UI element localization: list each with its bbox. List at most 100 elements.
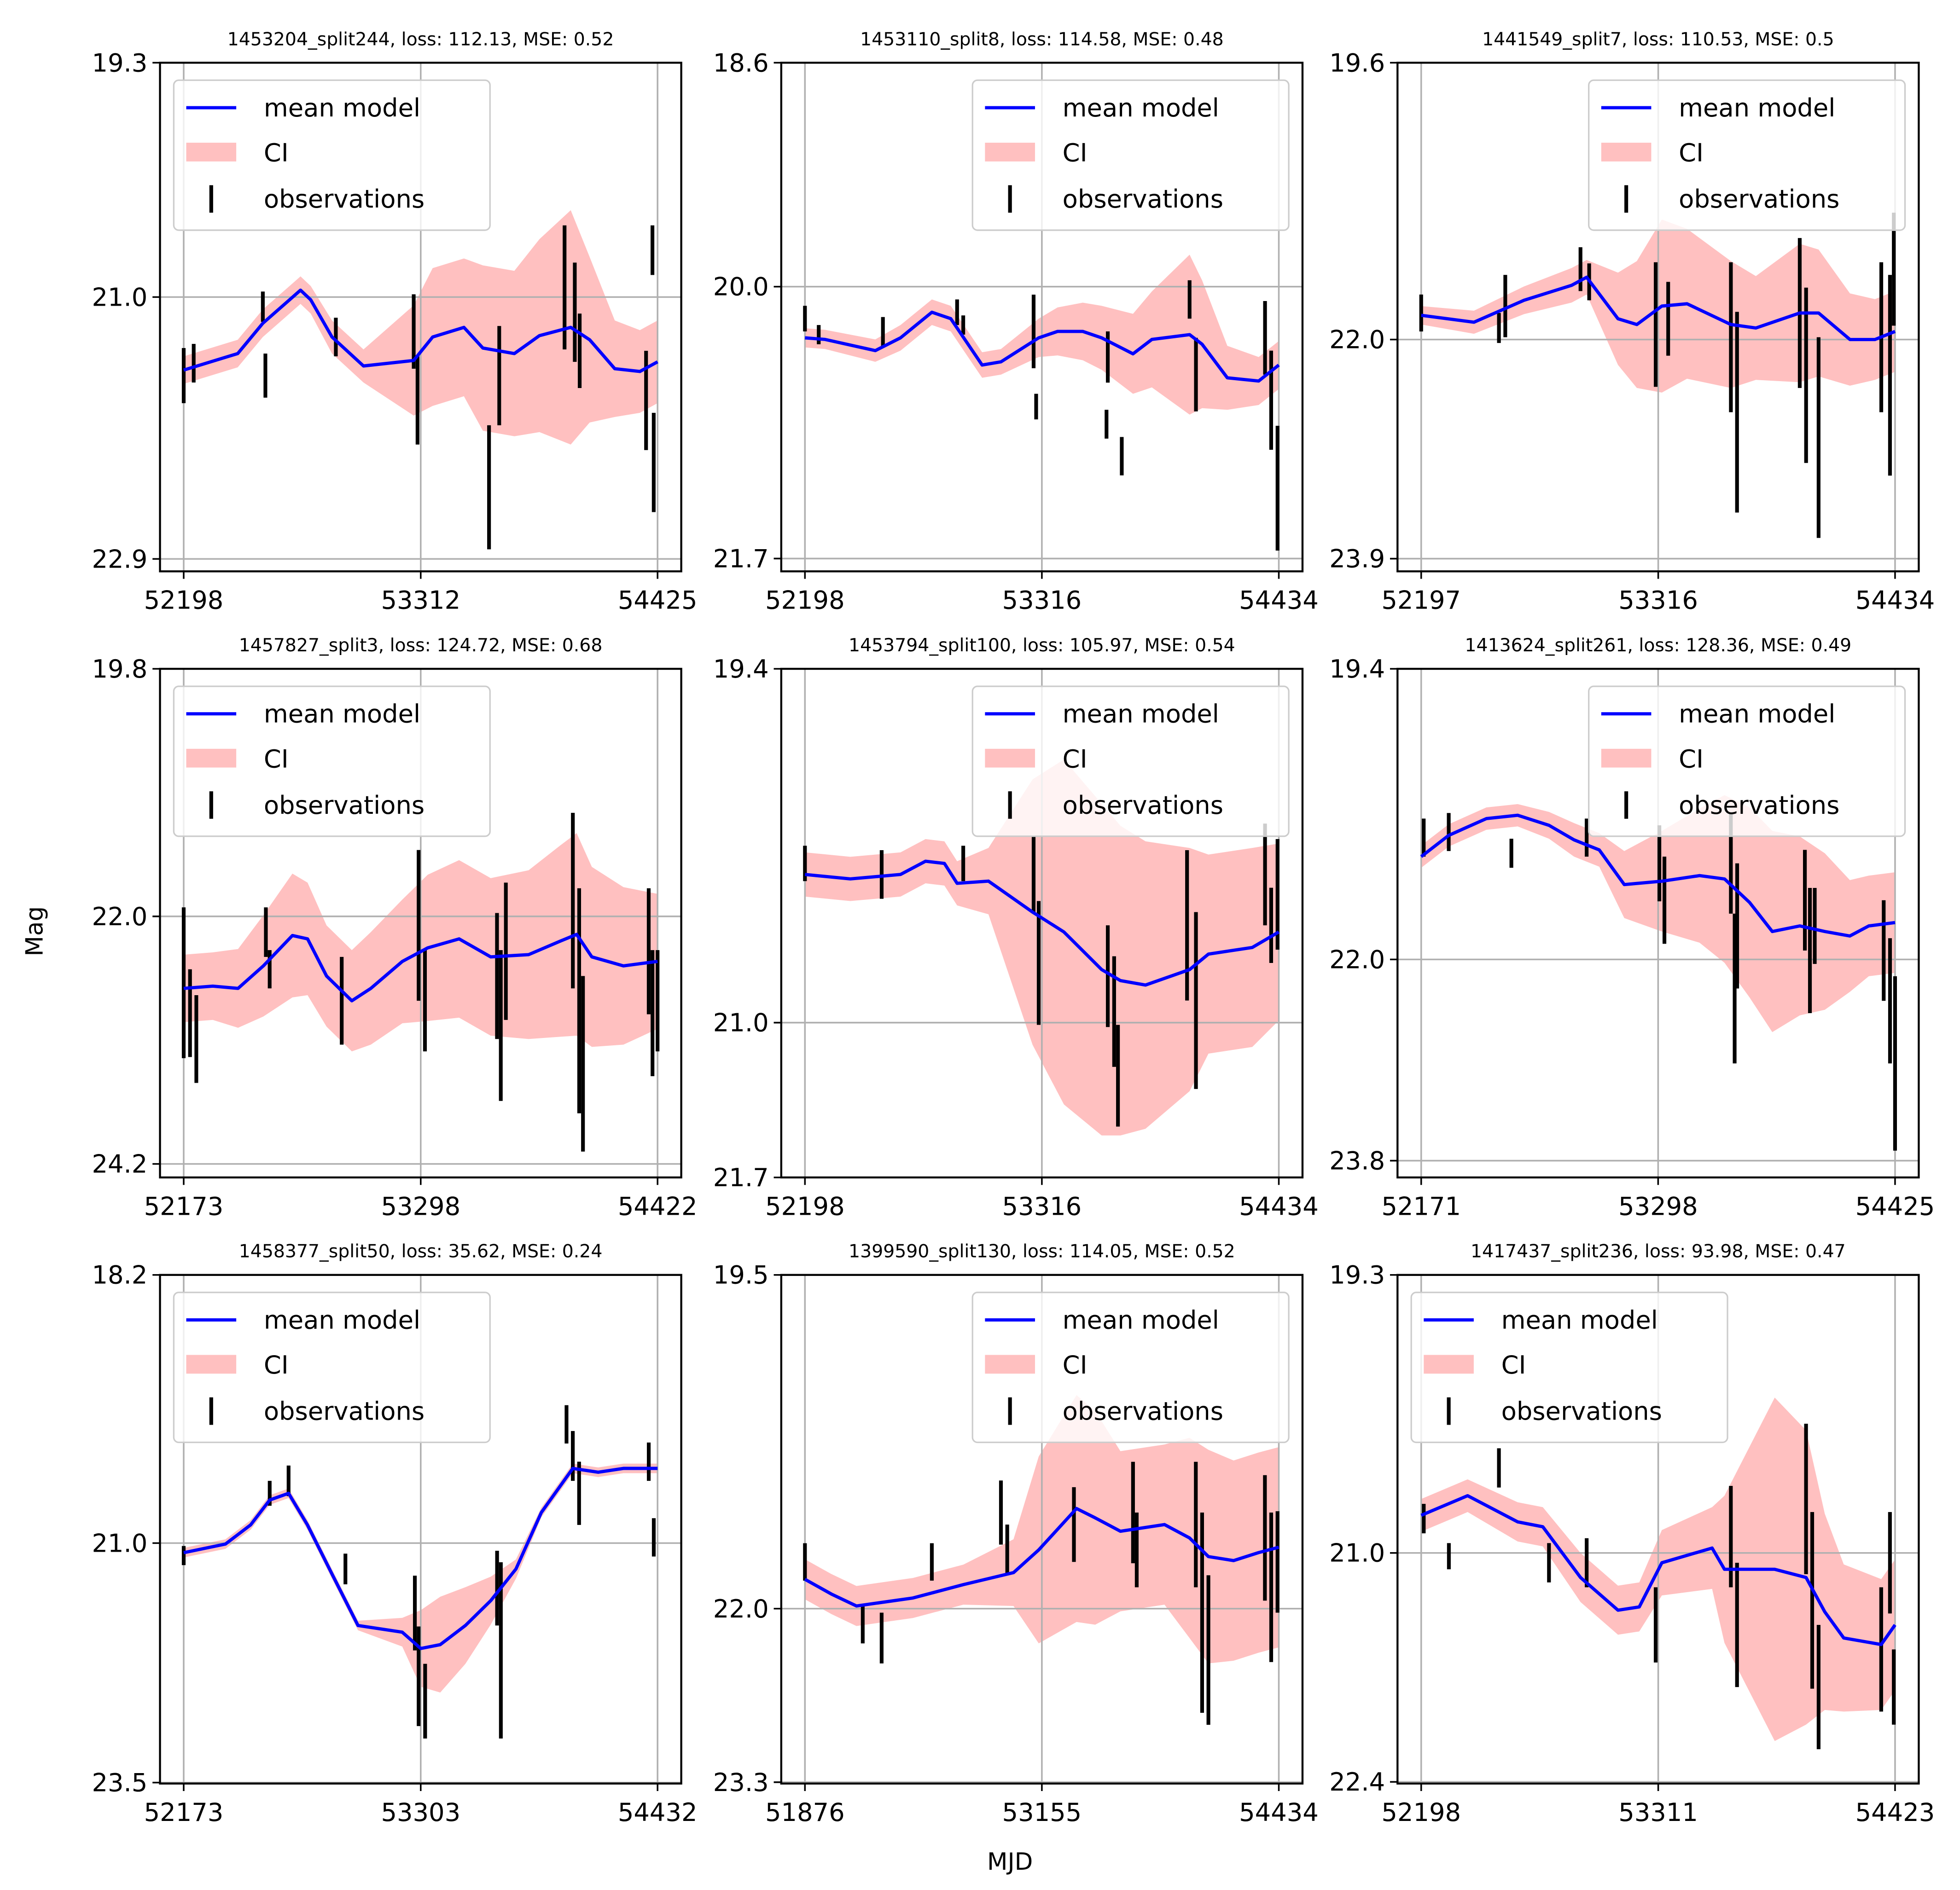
legend-box [173,1292,491,1444]
x-tick-label: 54425 [618,586,698,615]
legend: mean model CI observations [1588,685,1906,837]
mean-model-line [1420,1494,1896,1647]
legend-ci-swatch [1601,143,1652,162]
legend: mean model CI observations [971,1292,1290,1444]
legend-label-ci: CI [1501,1351,1526,1380]
x-tick-label: 53312 [381,586,460,615]
y-tick-label: 19.6 [1329,48,1385,77]
subplot: 51876 53155 54434 19.5 22.0 23.3 1399590_split… [713,1241,1319,1827]
legend-ci-swatch [186,1355,237,1374]
legend-label-obs: observations [1501,1397,1662,1426]
legend-ci-swatch [985,1355,1035,1374]
legend-label-ci: CI [264,744,289,773]
y-tick-label: 22.0 [1329,325,1385,354]
x-tick-label: 53303 [381,1798,460,1827]
y-tick-label: 18.2 [92,1261,147,1290]
x-tick-label: 53311 [1618,1798,1698,1827]
legend-label-ci: CI [264,139,289,168]
legend-label-mean: mean model [264,700,420,729]
legend-ci-swatch [985,143,1035,162]
y-tick-label: 23.3 [713,1768,769,1797]
subplot: 52173 53303 54432 18.2 21.0 23.5 1458377_split… [92,1241,697,1827]
legend-box [173,79,491,231]
y-tick-label: 23.9 [1329,545,1385,574]
y-tick-label: 19.4 [713,655,769,684]
mean-model-line [1421,275,1896,342]
mean-model-line [804,859,1280,987]
x-tick-label: 53298 [1618,1192,1698,1221]
x-tick-label: 53298 [381,1192,460,1221]
legend: mean model CI observations [971,685,1290,837]
mean-model-line [183,933,658,1003]
legend-label-obs: observations [264,791,425,820]
y-tick-label: 21.0 [92,1529,147,1558]
legend-box [971,79,1290,231]
legend-label-mean: mean model [1063,700,1219,729]
legend-ci-swatch [186,143,237,162]
legend-box [971,685,1290,837]
legend: mean model CI observations [173,79,491,231]
legend-label-mean: mean model [264,1305,420,1334]
legend-box [1410,1292,1728,1444]
subplot-title: 1453110_split8, loss: 114.58, MSE: 0.48 [860,29,1224,50]
y-tick-label: 22.0 [92,902,147,931]
y-tick-label: 21.0 [92,283,147,312]
x-tick-label: 54425 [1855,1192,1935,1221]
legend-ci-swatch [985,748,1035,768]
y-tick-label: 19.5 [713,1261,769,1290]
y-axis-label: Mag [21,906,48,957]
x-tick-label: 54432 [618,1798,698,1827]
legend-label-obs: observations [264,185,425,214]
x-tick-label: 51876 [765,1798,845,1827]
mean-model-line [805,310,1280,383]
legend: mean model CI observations [173,685,491,837]
y-tick-label: 22.0 [713,1594,769,1623]
legend-label-ci: CI [1063,744,1088,773]
subplot-title: 1457827_split3, loss: 124.72, MSE: 0.68 [239,635,603,656]
subplot: 52198 53316 54434 19.4 21.0 21.7 1453794_split… [713,635,1319,1221]
subplot-title: 1458377_split50, loss: 35.62, MSE: 0.24 [239,1241,603,1262]
y-tick-label: 24.2 [92,1150,147,1179]
x-tick-label: 52197 [1381,586,1461,615]
subplot: 52171 53298 54425 19.4 22.0 23.8 1413624_split… [1329,635,1935,1221]
subplot-title: 1453794_split100, loss: 105.97, MSE: 0.5… [849,635,1235,656]
y-tick-label: 21.0 [713,1009,769,1038]
legend-label-obs: observations [1679,185,1839,214]
legend-label-ci: CI [264,1351,289,1380]
legend-ci-swatch [186,748,237,768]
y-tick-label: 22.4 [1329,1768,1385,1797]
mean-model-line [804,1507,1280,1608]
x-tick-label: 54434 [1239,1798,1319,1827]
x-tick-label: 52173 [144,1798,224,1827]
legend-label-mean: mean model [1679,93,1835,122]
y-tick-label: 19.3 [92,48,147,77]
legend: mean model CI observations [971,79,1290,231]
legend-ci-swatch [1601,748,1652,768]
x-tick-label: 53316 [1618,586,1698,615]
legend-label-mean: mean model [264,93,420,122]
subplot-title: 1399590_split130, loss: 114.05, MSE: 0.5… [849,1241,1235,1262]
x-tick-label: 53316 [1002,586,1082,615]
subplot: 52198 53312 54425 19.3 21.0 22.9 1453204_split… [92,29,697,615]
subplot-title: 1453204_split244, loss: 112.13, MSE: 0.5… [227,29,614,50]
legend-label-ci: CI [1063,1351,1088,1380]
x-tick-label: 54434 [1239,1192,1319,1221]
legend: mean model CI observations [173,1292,491,1444]
y-tick-label: 19.3 [1329,1261,1385,1290]
subplot: 52198 53316 54434 18.6 20.0 21.7 1453110_split… [713,29,1319,615]
y-tick-label: 20.0 [713,272,769,301]
legend: mean model CI observations [1410,1292,1728,1444]
x-tick-label: 53316 [1002,1192,1082,1221]
mean-model-line [183,288,658,373]
x-tick-label: 52173 [144,1192,224,1221]
x-tick-label: 52171 [1381,1192,1461,1221]
legend-label-obs: observations [1679,791,1839,820]
legend-label-ci: CI [1679,139,1704,168]
mean-model-line [183,1467,658,1650]
y-tick-label: 21.7 [713,1163,769,1192]
y-tick-label: 22.0 [1329,945,1385,974]
y-tick-label: 19.8 [92,655,147,684]
legend-box [173,685,491,837]
legend-label-ci: CI [1679,744,1704,773]
x-tick-label: 52198 [1381,1798,1461,1827]
